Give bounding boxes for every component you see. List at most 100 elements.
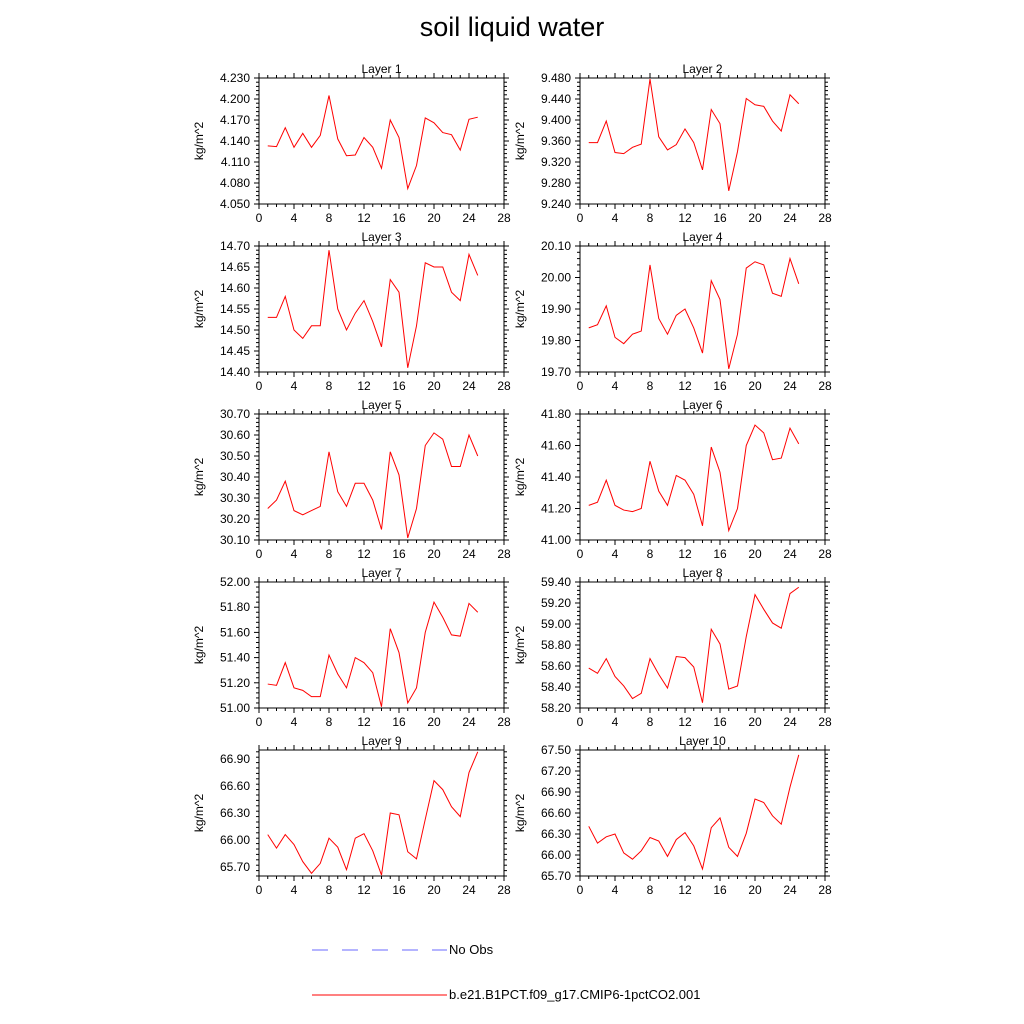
y-tick-label: 59.20: [541, 596, 571, 610]
x-tick-label: 20: [748, 547, 762, 561]
y-tick-label: 30.10: [220, 533, 250, 547]
x-tick-label: 28: [497, 883, 511, 897]
x-tick-label: 28: [818, 211, 832, 225]
x-tick-label: 8: [326, 379, 333, 393]
plot-frame: [258, 77, 505, 205]
x-tick-label: 12: [678, 547, 692, 561]
y-tick-label: 65.70: [541, 869, 571, 883]
x-tick-label: 12: [678, 211, 692, 225]
panel-layer-4: Layer 4 kg/m^2 0 4 8 12 16 20 24 28 19.70 19.80 19.9…: [513, 230, 832, 393]
x-tick-label: 12: [678, 715, 692, 729]
y-tick-label: 51.80: [220, 600, 250, 614]
y-tick-label: 9.440: [541, 92, 571, 106]
series-line: [267, 432, 479, 539]
y-tick-label: 4.170: [220, 113, 250, 127]
panel-title: Layer 3: [361, 230, 401, 244]
x-tick-label: 12: [357, 883, 371, 897]
y-tick-label: 51.40: [220, 651, 250, 665]
y-tick-label: 66.30: [220, 806, 250, 820]
y-tick-label: 9.360: [541, 134, 571, 148]
x-tick-label: 0: [577, 379, 584, 393]
y-tick-label: 58.60: [541, 659, 571, 673]
panel-title: Layer 8: [682, 566, 722, 580]
x-tick-label: 24: [783, 547, 797, 561]
x-tick-label: 20: [427, 547, 441, 561]
y-tick-label: 9.320: [541, 155, 571, 169]
panel-layer-5: Layer 5 kg/m^2 0 4 8 12 16 20 24 28 30.10 30.20 30.3…: [192, 398, 511, 561]
y-tick-label: 19.70: [541, 365, 571, 379]
panel-title: Layer 10: [679, 734, 726, 748]
y-tick-label: 66.00: [541, 848, 571, 862]
y-tick-label: 30.40: [220, 470, 250, 484]
y-tick-label: 41.20: [541, 502, 571, 516]
x-tick-label: 8: [647, 547, 654, 561]
x-tick-label: 8: [647, 883, 654, 897]
y-tick-label: 4.230: [220, 71, 250, 85]
plot-frame: [258, 749, 505, 877]
x-tick-label: 0: [256, 715, 263, 729]
x-tick-label: 28: [818, 883, 832, 897]
y-axis-label: kg/m^2: [192, 626, 206, 665]
y-tick-label: 9.240: [541, 197, 571, 211]
x-tick-label: 4: [612, 379, 619, 393]
y-tick-label: 19.90: [541, 302, 571, 316]
y-tick-label: 66.90: [541, 785, 571, 799]
y-tick-label: 14.55: [220, 302, 250, 316]
x-tick-label: 8: [326, 715, 333, 729]
x-tick-label: 28: [497, 379, 511, 393]
legend-model-label: b.e21.B1PCT.f09_g17.CMIP6-1pctCO2.001: [449, 987, 701, 1002]
plot-frame: [258, 581, 505, 709]
y-axis-label: kg/m^2: [192, 458, 206, 497]
x-tick-label: 0: [577, 211, 584, 225]
x-tick-label: 0: [256, 547, 263, 561]
x-tick-label: 24: [783, 883, 797, 897]
x-tick-label: 28: [818, 379, 832, 393]
x-tick-label: 4: [612, 547, 619, 561]
x-tick-label: 28: [818, 715, 832, 729]
y-tick-label: 67.20: [541, 764, 571, 778]
x-tick-label: 20: [748, 715, 762, 729]
y-tick-label: 67.50: [541, 743, 571, 757]
panel-layer-1: Layer 1 kg/m^2 0 4 8 12 16 20 24 28 4.050 4.080 4.11…: [192, 62, 511, 225]
y-tick-label: 66.60: [220, 779, 250, 793]
y-tick-label: 51.00: [220, 701, 250, 715]
series-line: [588, 424, 800, 533]
y-tick-label: 14.45: [220, 344, 250, 358]
x-tick-label: 8: [647, 715, 654, 729]
y-axis-label: kg/m^2: [513, 290, 527, 329]
y-tick-label: 30.70: [220, 407, 250, 421]
y-tick-label: 51.20: [220, 676, 250, 690]
x-tick-label: 24: [783, 379, 797, 393]
x-tick-label: 4: [291, 883, 298, 897]
y-axis-label: kg/m^2: [513, 458, 527, 497]
panel-title: Layer 4: [682, 230, 722, 244]
x-tick-label: 8: [326, 211, 333, 225]
chart-title: soil liquid water: [419, 12, 605, 42]
panel-layer-9: Layer 9 kg/m^2 0 4 8 12 16 20 24 28 65.70 66.00 66.3…: [192, 734, 511, 897]
x-tick-label: 0: [577, 715, 584, 729]
panel-title: Layer 5: [361, 398, 401, 412]
x-tick-label: 20: [427, 883, 441, 897]
y-tick-label: 9.280: [541, 176, 571, 190]
x-tick-label: 8: [647, 211, 654, 225]
x-tick-label: 16: [713, 211, 727, 225]
y-tick-label: 59.00: [541, 617, 571, 631]
y-tick-label: 51.60: [220, 625, 250, 639]
x-tick-label: 16: [392, 379, 406, 393]
y-tick-label: 41.00: [541, 533, 571, 547]
x-tick-label: 24: [783, 211, 797, 225]
y-axis-label: kg/m^2: [192, 122, 206, 161]
y-tick-label: 65.70: [220, 860, 250, 874]
y-tick-label: 30.30: [220, 491, 250, 505]
y-tick-label: 30.20: [220, 512, 250, 526]
series-line: [267, 250, 479, 368]
series-line: [267, 95, 478, 191]
y-tick-label: 4.080: [220, 176, 250, 190]
legend-no-obs-label: No Obs: [449, 942, 494, 957]
x-tick-label: 4: [612, 211, 619, 225]
x-tick-label: 16: [713, 547, 727, 561]
y-tick-label: 30.50: [220, 449, 250, 463]
x-tick-label: 20: [427, 715, 441, 729]
panel-layer-6: Layer 6 kg/m^2 0 4 8 12 16 20 24 28 41.00 41.20 41.4…: [513, 398, 832, 561]
x-tick-label: 12: [678, 379, 692, 393]
